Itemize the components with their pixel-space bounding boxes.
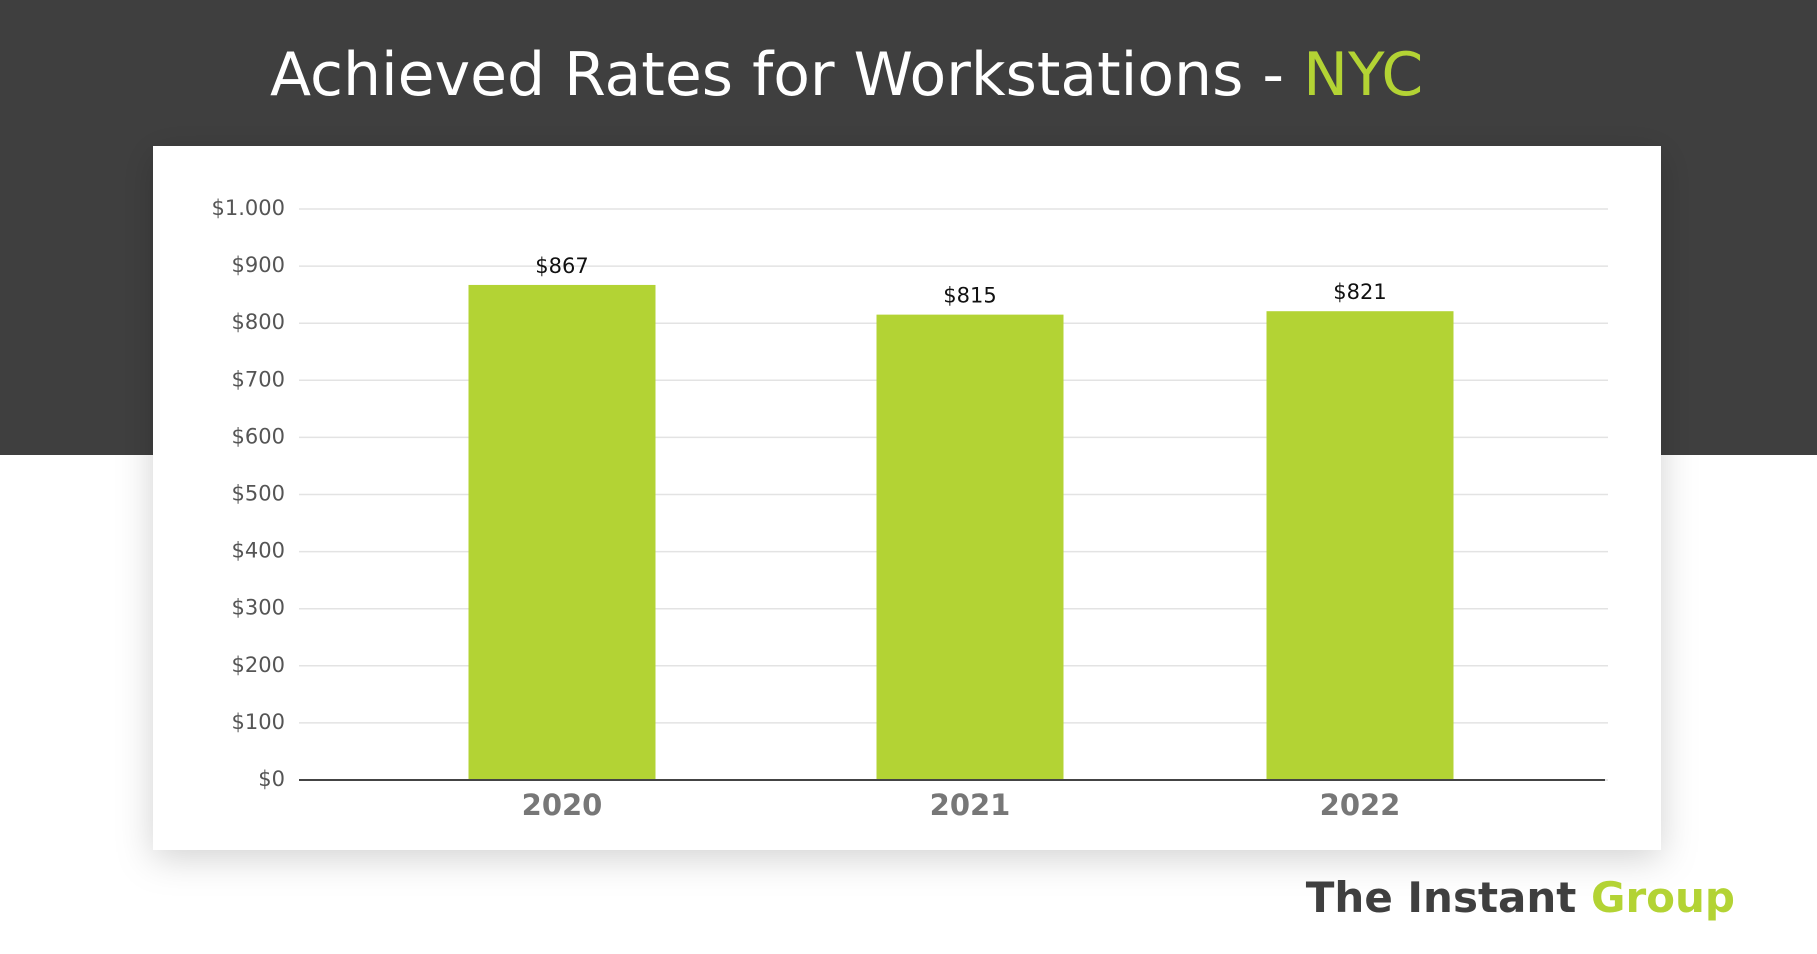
title-text: Achieved Rates for Workstations -: [270, 40, 1284, 110]
y-tick-label: $400: [232, 539, 285, 563]
bar: [468, 284, 656, 780]
x-tick-label: 2021: [930, 788, 1011, 822]
y-tick-label: $1.000: [212, 196, 285, 220]
bar: [1266, 311, 1454, 780]
y-tick-label: $600: [232, 424, 285, 448]
bar: [876, 314, 1064, 780]
y-tick-label: $300: [232, 596, 285, 620]
y-tick-label: $500: [232, 482, 285, 506]
title-highlight: NYC: [1303, 40, 1423, 110]
brand: The Instant Group: [1306, 873, 1735, 922]
value-label: $815: [943, 284, 996, 308]
y-tick-label: $100: [232, 710, 285, 734]
x-tick-label: 2022: [1320, 788, 1401, 822]
y-tick-label: $900: [232, 253, 285, 277]
title: Achieved Rates for Workstations - NYC: [270, 40, 1423, 110]
plot: $0 $100 $200 $300 $400 $500 $600 $700 $800 $900 $1…: [212, 196, 1608, 822]
y-tick-label: $800: [232, 310, 285, 334]
value-label: $867: [535, 254, 588, 278]
x-tick-label: 2020: [522, 788, 603, 822]
brand-highlight: Group: [1591, 873, 1735, 922]
y-tick-label: $700: [232, 367, 285, 391]
brand-name: The Instant: [1306, 873, 1577, 922]
value-label: $821: [1333, 280, 1386, 304]
y-tick-label: $0: [258, 767, 285, 791]
y-tick-label: $200: [232, 653, 285, 677]
